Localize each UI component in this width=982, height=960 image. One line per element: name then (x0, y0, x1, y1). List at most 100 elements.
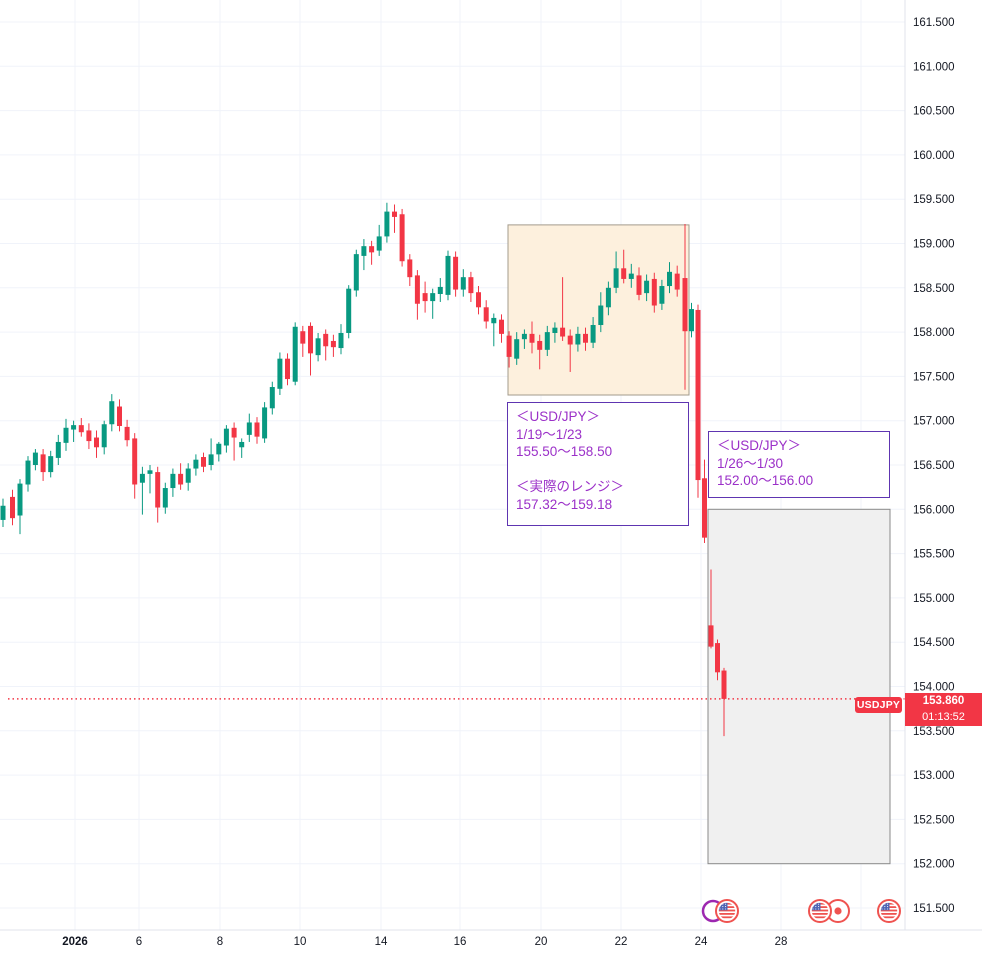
candle-body (399, 214, 405, 262)
candle (0, 498, 6, 528)
candle-body (674, 273, 680, 290)
annotation-line: ＜USD/JPY＞ (516, 409, 601, 424)
candle (521, 329, 527, 349)
range-annotation-jan26-30[interactable]: ＜USD/JPY＞ 1/26～1/30 152.00～156.00 (708, 431, 890, 498)
candle (605, 281, 611, 316)
candle (702, 459, 707, 543)
flag-star (884, 906, 886, 908)
event-flag-markers[interactable] (701, 899, 901, 923)
event-marker-group[interactable] (701, 899, 739, 923)
candle-body (636, 275, 642, 295)
candle (445, 250, 451, 301)
candle (139, 466, 145, 515)
candle-body (216, 443, 222, 455)
candle-body (644, 280, 650, 294)
flag-star (815, 908, 817, 910)
candle-body (598, 305, 604, 326)
annotation-line (516, 461, 688, 479)
candle (682, 224, 688, 390)
candle-body (376, 236, 382, 251)
time-axis[interactable]: 2026 6 8 10 14 16 20 22 24 28 (0, 929, 982, 948)
flag-stripe (880, 913, 898, 915)
candle-body (708, 625, 714, 647)
candle (636, 267, 642, 301)
us-flag-icon[interactable] (877, 899, 901, 923)
price-axis[interactable]: 161.500 161.000 160.500 160.000 159.500 159.0… (904, 0, 955, 930)
candle-body (651, 278, 657, 306)
candle (315, 332, 321, 362)
candle-body (384, 211, 390, 237)
candle (590, 317, 596, 349)
candle (117, 399, 122, 432)
candle-body (170, 473, 176, 489)
candle-body (445, 255, 451, 295)
candle-body (231, 427, 237, 438)
candle-body (667, 271, 672, 287)
candle (48, 450, 54, 478)
us-flag-icon[interactable] (808, 899, 832, 923)
candle-body (491, 317, 497, 324)
candle-body (254, 422, 260, 437)
candle-body (25, 460, 31, 485)
candle (269, 381, 275, 415)
candle-body (721, 670, 727, 699)
flag-stripe (811, 913, 829, 915)
candle-body (414, 275, 420, 304)
candle-body (17, 483, 23, 516)
candle (499, 314, 504, 343)
event-marker-group[interactable] (808, 899, 850, 923)
candle (621, 249, 627, 284)
candle-body (262, 407, 268, 439)
candle (101, 420, 107, 455)
flag-star (722, 906, 724, 908)
candle (514, 332, 520, 365)
candle (330, 334, 336, 357)
time-axis-label: 10 (294, 936, 307, 948)
candle (223, 425, 229, 453)
candle (399, 208, 405, 267)
candle-body (695, 309, 701, 481)
candle (529, 321, 535, 354)
price-axis-label: 160.000 (913, 150, 955, 162)
candle-body (308, 325, 313, 354)
candle-body (353, 254, 359, 291)
candle-body (567, 335, 573, 345)
candle-body (0, 505, 6, 520)
candle (86, 423, 92, 450)
candle (185, 463, 191, 491)
candle (231, 422, 237, 461)
time-axis-label: 28 (775, 936, 788, 948)
candle (94, 430, 99, 458)
flag-stripe (811, 909, 829, 912)
candle-body (605, 287, 611, 308)
flag-star (725, 903, 727, 905)
candle-body (460, 277, 466, 290)
symbol-price-flag: USDJPY (855, 697, 902, 713)
flag-face (718, 902, 736, 920)
flag-star (881, 908, 883, 910)
candle (353, 249, 359, 297)
flag-star (887, 906, 889, 908)
candle-body (702, 478, 707, 538)
candle (109, 394, 115, 432)
candle (628, 263, 634, 288)
candle (659, 279, 665, 310)
candle (708, 569, 714, 649)
range-annotation-jan19-23[interactable]: ＜USD/JPY＞ 1/19～1/23 155.50～158.50 ＜実際のレン… (507, 402, 689, 526)
event-marker-group[interactable] (877, 899, 901, 923)
candle (170, 468, 176, 497)
candle (560, 277, 566, 341)
candle-body (613, 268, 619, 288)
candle-body (48, 456, 54, 473)
candle (124, 419, 130, 447)
candle (483, 300, 489, 329)
candle (651, 272, 657, 313)
candle-body (117, 406, 122, 427)
forecast-range-box[interactable] (707, 508, 891, 865)
candle (285, 353, 290, 386)
us-flag-icon[interactable] (715, 899, 739, 923)
candle-body (499, 319, 504, 334)
candle (216, 441, 222, 462)
